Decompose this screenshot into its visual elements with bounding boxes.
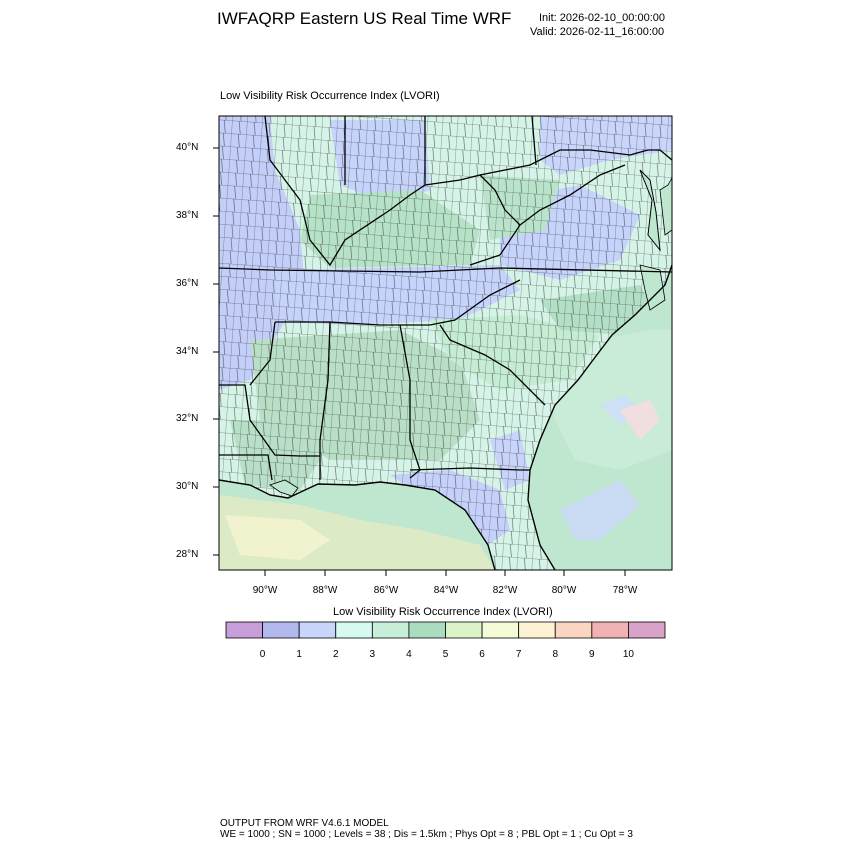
legend-title: Low Visibility Risk Occurrence Index (LV… (333, 606, 553, 618)
colorbar-swatch (481, 621, 520, 639)
lon-label-86: 86°W (373, 585, 399, 596)
colorbar-label: 9 (589, 649, 595, 660)
valid-time: Valid: 2026-02-11_16:00:00 (530, 26, 665, 38)
colorbar-label: 7 (515, 649, 522, 660)
colorbar-label: 8 (552, 649, 559, 660)
lat-label-38: 38°N (176, 210, 199, 221)
colorbar-swatch (554, 621, 593, 639)
lon-label-84: 84°W (433, 585, 459, 596)
lat-label-30: 30°N (176, 481, 199, 492)
colorbar-swatch (591, 621, 629, 639)
lon-label-90: 90°W (252, 585, 278, 596)
colorbar-label: 2 (332, 649, 339, 660)
colorbar-label: 10 (622, 649, 634, 660)
colorbar-swatch (445, 621, 483, 639)
lat-label-40: 40°N (176, 142, 199, 153)
plot-title: Low Visibility Risk Occurrence Index (LV… (220, 90, 440, 102)
footer-model: OUTPUT FROM WRF V4.6.1 MODEL (220, 818, 389, 829)
lon-label-78: 78°W (612, 585, 638, 596)
colorbar-label: 4 (406, 649, 412, 660)
colorbar-label: 3 (369, 649, 376, 660)
state-boundaries (219, 116, 672, 481)
lon-ticks (264, 570, 626, 576)
colorbar-label: 0 (259, 649, 266, 660)
colorbar-swatch (262, 621, 300, 639)
lat-ticks (213, 147, 219, 556)
init-time: Init: 2026-02-10_00:00:00 (539, 12, 665, 24)
colorbar-swatch (298, 621, 337, 639)
colorbar-swatch (225, 621, 263, 639)
main-title: IWFAQRP Eastern US Real Time WRF (217, 9, 512, 28)
colorbar-swatch (628, 621, 666, 639)
colorbar-label: 1 (296, 649, 302, 660)
colorbar-label: 5 (442, 649, 449, 660)
footer-config: WE = 1000 ; SN = 1000 ; Levels = 38 ; Di… (220, 829, 633, 840)
lat-label-28: 28°N (176, 549, 199, 560)
lon-label-88: 88°W (312, 585, 338, 596)
colorbar-label: 6 (479, 649, 485, 660)
lon-label-80: 80°W (551, 585, 577, 596)
lat-label-36: 36°N (176, 278, 199, 289)
colorbar-swatch (371, 621, 410, 639)
lat-label-32: 32°N (176, 413, 199, 424)
legend-colorbar (225, 621, 666, 639)
map-field (219, 116, 672, 570)
lat-label-34: 34°N (176, 346, 199, 357)
colorbar-swatch (408, 621, 446, 639)
lon-label-82: 82°W (492, 585, 518, 596)
colorbar-swatch (518, 621, 556, 639)
colorbar-swatch (335, 621, 373, 639)
